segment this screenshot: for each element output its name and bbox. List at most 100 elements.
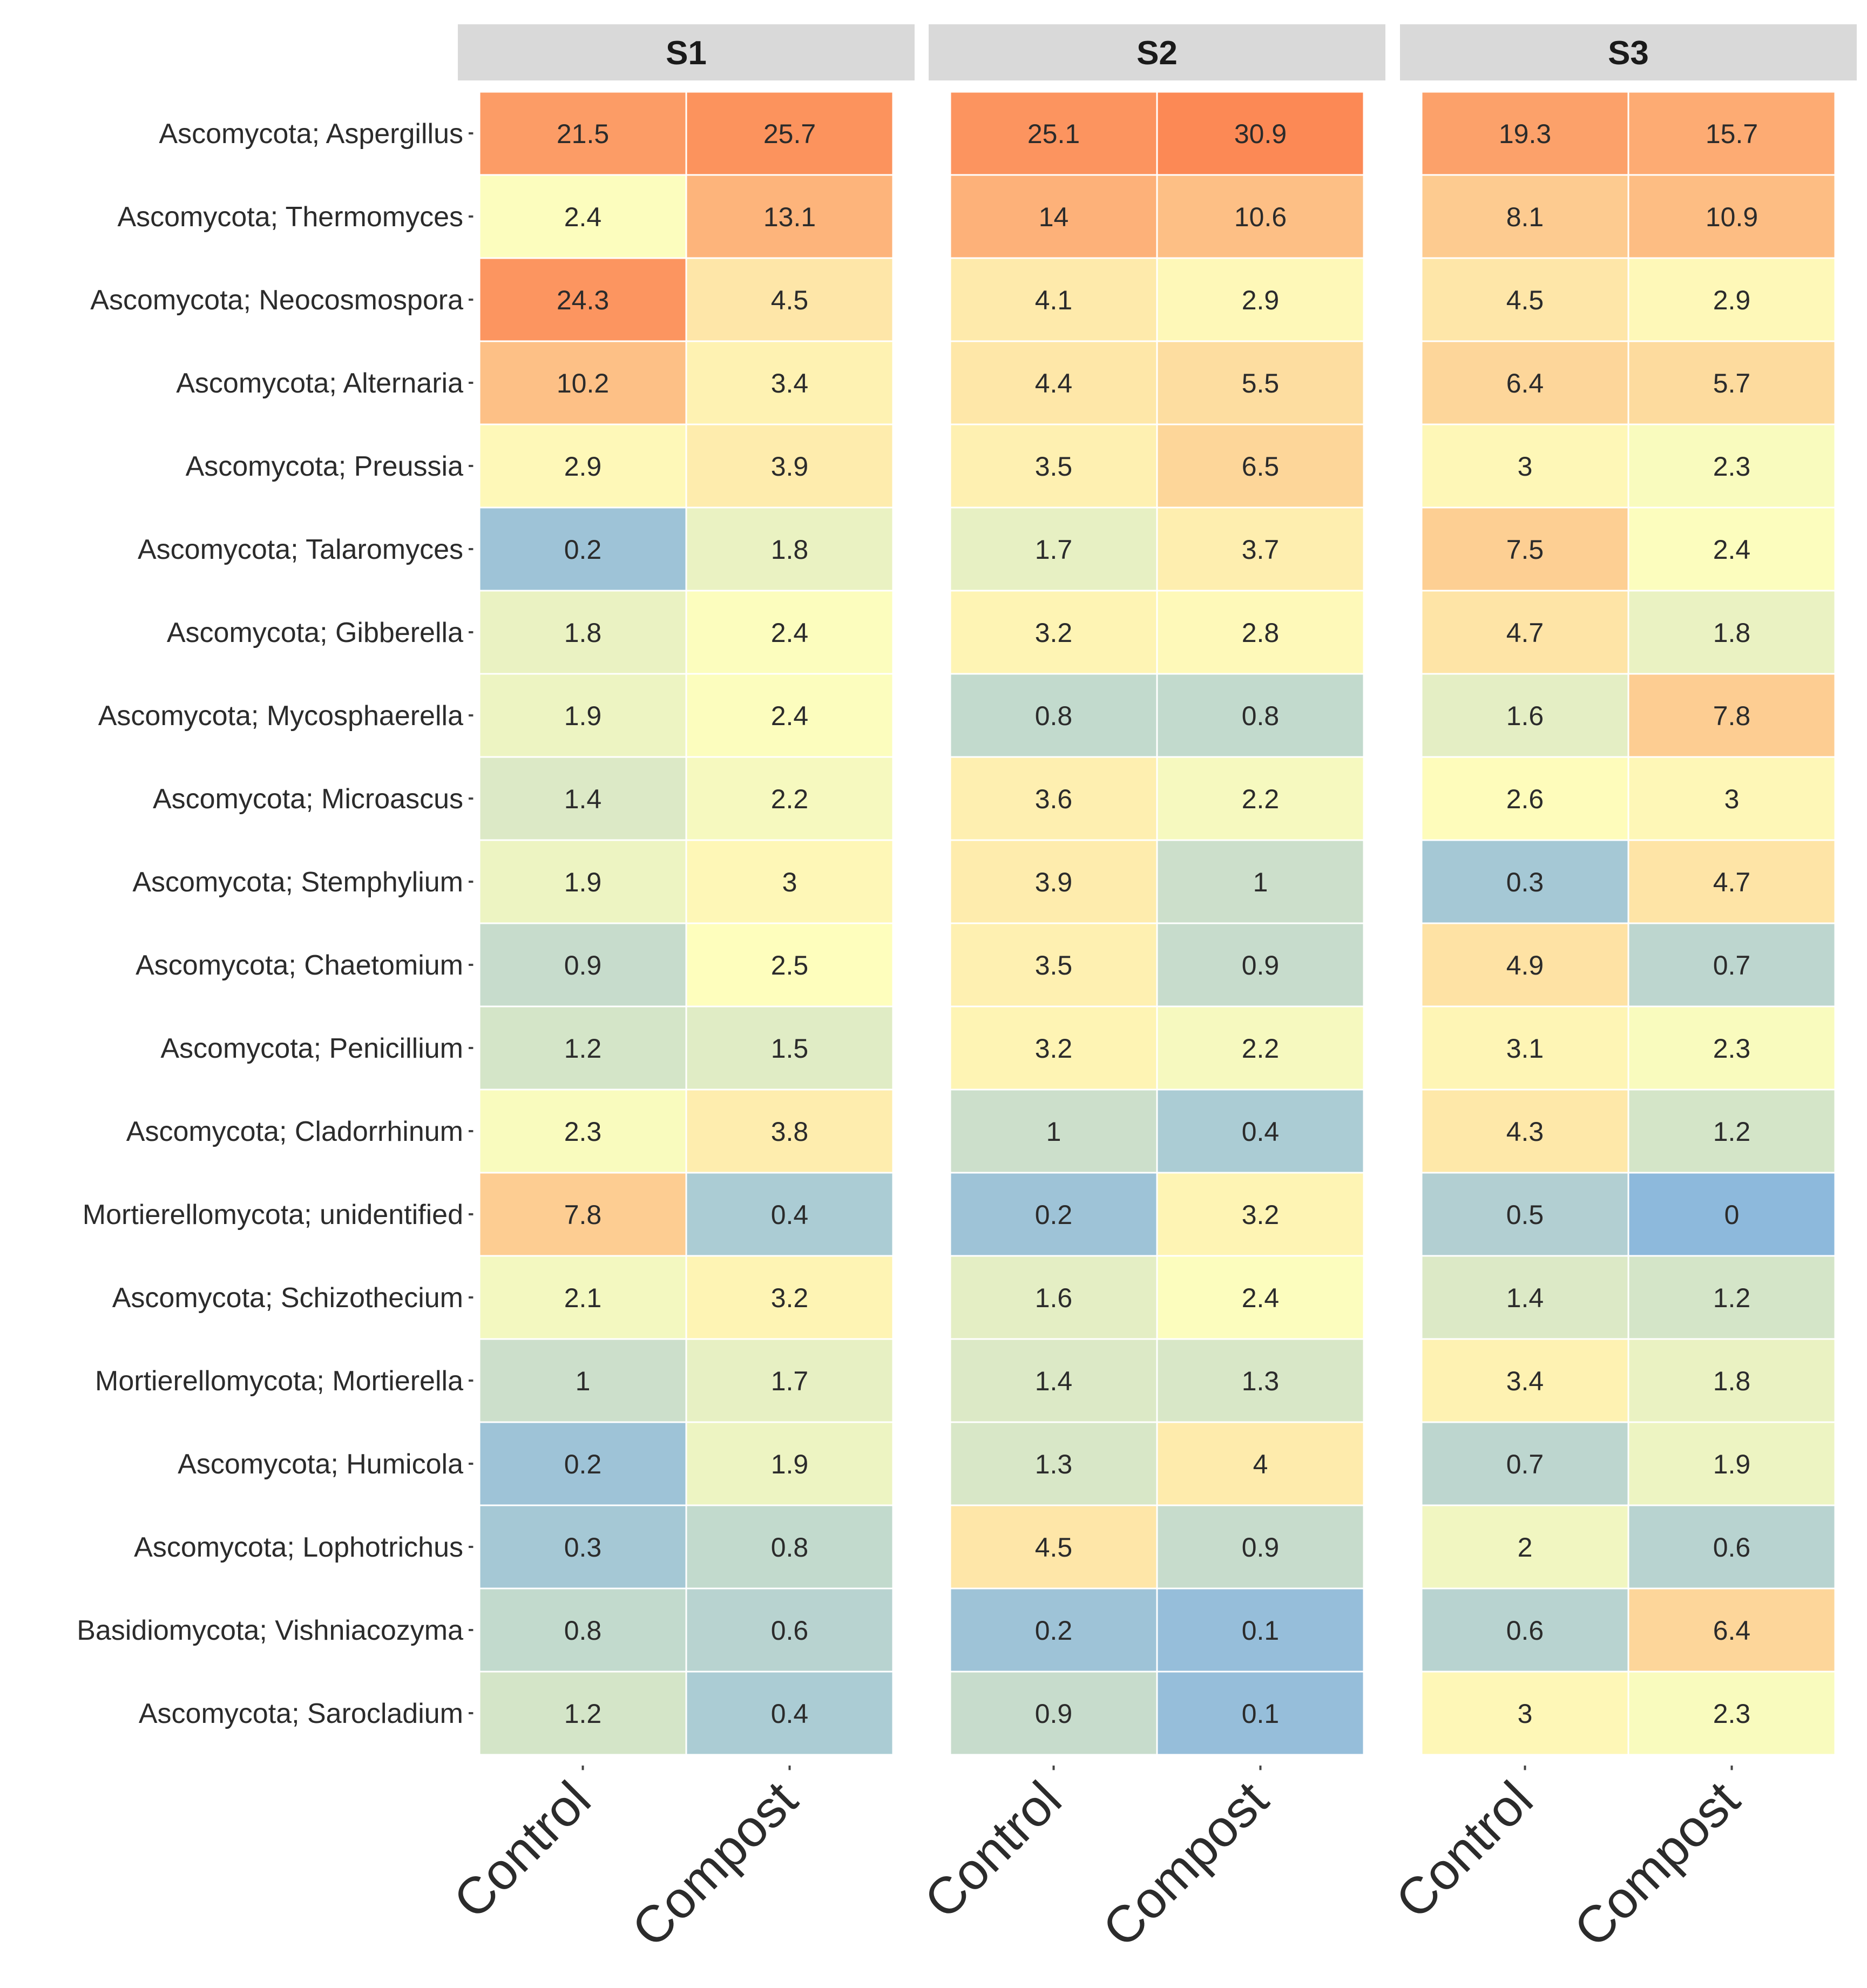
heatmap-cell	[949, 1005, 1158, 1091]
heatmap-cell	[478, 1255, 687, 1340]
row-label: Ascomycota; Microascus	[153, 783, 463, 815]
heatmap-cell	[1420, 1005, 1629, 1091]
cell-value-label: 2.2	[1242, 1033, 1280, 1064]
cell-value-label: 6.4	[1713, 1615, 1751, 1646]
cell-value-label: 0.8	[1242, 701, 1280, 731]
cell-value-label: 4.5	[771, 285, 809, 315]
heatmap-cell	[478, 1587, 687, 1673]
row-label: Ascomycota; Lophotrichus	[134, 1532, 463, 1563]
heatmap-cell	[1627, 1088, 1836, 1174]
cell-value-label: 6.5	[1242, 451, 1280, 482]
cell-value-label: 1	[576, 1366, 591, 1396]
panel-label: S1	[666, 35, 707, 72]
cell-value-label: 3	[1518, 1699, 1533, 1729]
heatmap-cell	[685, 423, 894, 509]
heatmap-cell	[949, 423, 1158, 509]
heatmap-cell	[685, 1005, 894, 1091]
cell-value-label: 3.2	[1242, 1200, 1280, 1230]
x-label-compost: Compost	[1092, 1770, 1279, 1958]
row-label: Ascomycota; Aspergillus	[159, 118, 463, 150]
cell-value-label: 2.4	[771, 701, 809, 731]
cell-value-label: 1.2	[564, 1699, 602, 1729]
heatmap-cell	[685, 1421, 894, 1506]
heatmap-cell	[1156, 1504, 1365, 1590]
cell-value-label: 4	[1253, 1449, 1268, 1479]
cell-value-label: 3.2	[1035, 1033, 1073, 1064]
heatmap-cell	[685, 1255, 894, 1340]
cell-value-label: 19.3	[1499, 119, 1551, 149]
heatmap-cell	[1156, 922, 1365, 1007]
heatmap-cell	[949, 1338, 1158, 1423]
cell-value-label: 10.2	[557, 368, 609, 398]
cell-value-label: 4.7	[1506, 618, 1544, 648]
cell-value-label: 2.4	[1713, 535, 1751, 565]
cell-value-label: 2.3	[1713, 1699, 1751, 1729]
heatmap-cell	[949, 1255, 1158, 1340]
heatmap-cell	[1156, 340, 1365, 425]
cell-value-label: 13.1	[763, 202, 816, 232]
heatmap-cell	[1627, 174, 1836, 259]
cell-value-label: 21.5	[557, 119, 609, 149]
heatmap-cell	[1627, 506, 1836, 592]
heatmap-cell	[478, 340, 687, 425]
x-label-compost: Compost	[1563, 1770, 1750, 1958]
cell-value-label: 4.3	[1506, 1117, 1544, 1147]
heatmap-cell	[1156, 506, 1365, 592]
cell-value-label: 3.1	[1506, 1033, 1544, 1064]
heatmap-cell	[1156, 1671, 1365, 1756]
cell-value-label: 0.5	[1506, 1200, 1544, 1230]
cell-value-label: 1.8	[1713, 1366, 1751, 1396]
row-label: Ascomycota; Alternaria	[176, 368, 463, 399]
heatmap-cell	[478, 257, 687, 342]
cell-value-label: 1	[1046, 1117, 1061, 1147]
cell-value-label: 0.8	[771, 1532, 809, 1563]
cell-value-label: 1.9	[771, 1449, 809, 1479]
heatmap-cell	[685, 1338, 894, 1423]
cell-value-label: 24.3	[557, 285, 609, 315]
cell-value-label: 3.7	[1242, 535, 1280, 565]
row-label: Ascomycota; Neocosmospora	[90, 285, 463, 316]
heatmap-cell	[1420, 257, 1629, 342]
heatmap-cell	[949, 1172, 1158, 1257]
cell-value-label: 2.9	[1242, 285, 1280, 315]
heatmap-cells: 21.5 25.7 25.1 30.9 19.3 15.72.4 13.1 14 10.6 8.1…	[478, 91, 1836, 1756]
heatmap-cell	[478, 1504, 687, 1590]
panel-strip-s3	[1400, 24, 1857, 80]
x-axis-labels: Control Compost Control Compost Control Compo…	[443, 1766, 1750, 1958]
cell-value-label: 0.2	[1035, 1200, 1073, 1230]
heatmap-cell	[478, 839, 687, 924]
heatmap-cell	[478, 174, 687, 259]
cell-value-label: 25.1	[1027, 119, 1080, 149]
cell-value-label: 2.8	[1242, 618, 1280, 648]
cell-value-label: 2.2	[771, 784, 809, 814]
cell-value-label: 0.4	[771, 1699, 809, 1729]
heatmap-cell	[949, 257, 1158, 342]
heatmap-cell	[1420, 340, 1629, 425]
heatmap-cell	[1156, 174, 1365, 259]
heatmap-cell	[1156, 839, 1365, 924]
cell-value-label: 3	[782, 867, 797, 897]
heatmap-cell	[478, 1671, 687, 1756]
heatmap-cell	[1627, 922, 1836, 1007]
heatmap-cell	[685, 506, 894, 592]
heatmap-cell	[1156, 1255, 1365, 1340]
x-label-control: Control	[443, 1770, 601, 1929]
cell-value-label: 1.8	[771, 535, 809, 565]
heatmap-cell	[1420, 1421, 1629, 1506]
cell-value-label: 3.6	[1035, 784, 1073, 814]
x-label-compost: Compost	[621, 1770, 808, 1958]
row-label: Ascomycota; Preussia	[186, 451, 463, 482]
x-label-control: Control	[914, 1770, 1072, 1929]
cell-value-label: 4.5	[1035, 1532, 1073, 1563]
cell-value-label: 1.8	[564, 618, 602, 648]
row-label: Mortierellomycota; Mortierella	[95, 1365, 463, 1397]
cell-value-label: 3.4	[771, 368, 809, 398]
cell-value-label: 4.9	[1506, 950, 1544, 981]
cell-value-label: 2.6	[1506, 784, 1544, 814]
cell-value-label: 2.4	[1242, 1283, 1280, 1313]
row-label: Ascomycota; Gibberella	[167, 617, 463, 648]
cell-value-label: 3.5	[1035, 950, 1073, 981]
heatmap-cell	[949, 756, 1158, 841]
cell-value-label: 30.9	[1234, 119, 1287, 149]
cell-value-label: 1.9	[564, 867, 602, 897]
